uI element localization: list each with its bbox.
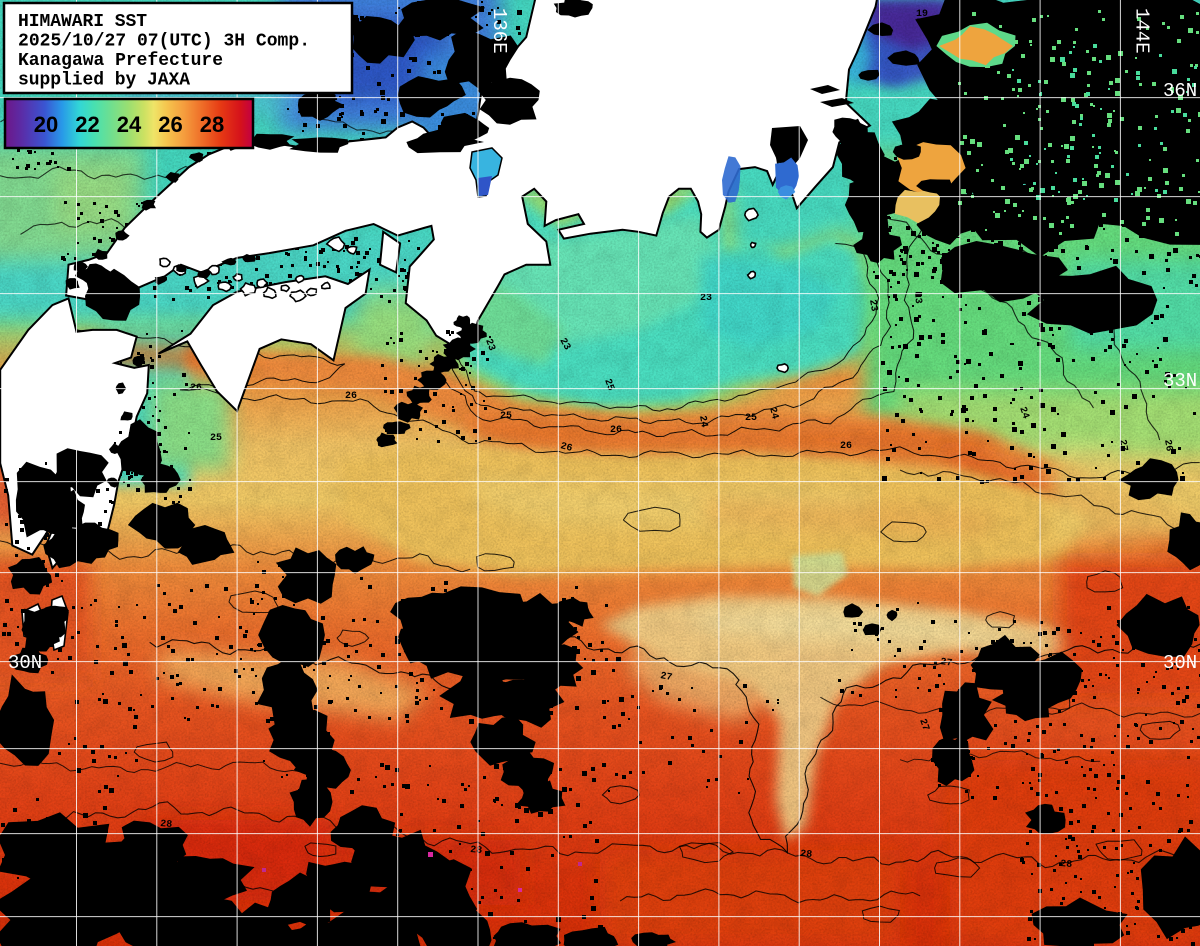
svg-text:33N: 33N xyxy=(1163,370,1197,392)
svg-text:27: 27 xyxy=(659,671,673,684)
svg-text:23: 23 xyxy=(866,299,879,313)
svg-text:24: 24 xyxy=(696,415,709,429)
svg-text:136E: 136E xyxy=(488,8,510,54)
svg-text:27: 27 xyxy=(1116,439,1129,453)
svg-text:HIMAWARI SST: HIMAWARI SST xyxy=(18,12,147,32)
svg-text:22: 22 xyxy=(75,112,99,137)
svg-text:24: 24 xyxy=(766,406,780,420)
svg-text:25: 25 xyxy=(745,413,757,424)
svg-text:20: 20 xyxy=(34,112,58,137)
svg-text:26: 26 xyxy=(345,391,357,402)
svg-text:23: 23 xyxy=(482,338,496,353)
svg-text:144E: 144E xyxy=(1130,8,1152,54)
svg-text:supplied by JAXA: supplied by JAXA xyxy=(18,71,190,91)
svg-text:27: 27 xyxy=(939,657,952,670)
svg-text:19: 19 xyxy=(916,9,928,20)
svg-text:25: 25 xyxy=(500,411,512,422)
svg-text:26: 26 xyxy=(610,425,622,436)
svg-text:28: 28 xyxy=(200,112,224,137)
svg-text:28: 28 xyxy=(470,845,483,857)
svg-text:26: 26 xyxy=(158,112,182,137)
svg-text:24: 24 xyxy=(1016,406,1030,421)
svg-text:27: 27 xyxy=(916,718,930,733)
svg-text:23: 23 xyxy=(700,293,712,304)
svg-text:36N: 36N xyxy=(1163,80,1197,102)
svg-text:24: 24 xyxy=(117,112,142,137)
svg-text:30N: 30N xyxy=(1163,652,1197,674)
svg-text:30N: 30N xyxy=(8,652,42,674)
svg-text:26: 26 xyxy=(559,441,573,455)
svg-text:26: 26 xyxy=(840,441,852,452)
svg-text:25: 25 xyxy=(210,433,222,444)
svg-text:23: 23 xyxy=(557,337,573,353)
svg-text:Kanagawa Prefecture: Kanagawa Prefecture xyxy=(18,51,223,71)
svg-text:26: 26 xyxy=(1161,439,1174,453)
svg-text:28: 28 xyxy=(1060,859,1073,871)
svg-text:28: 28 xyxy=(800,849,813,861)
svg-text:2025/10/27 07(UTC) 3H Comp.: 2025/10/27 07(UTC) 3H Comp. xyxy=(18,32,310,52)
